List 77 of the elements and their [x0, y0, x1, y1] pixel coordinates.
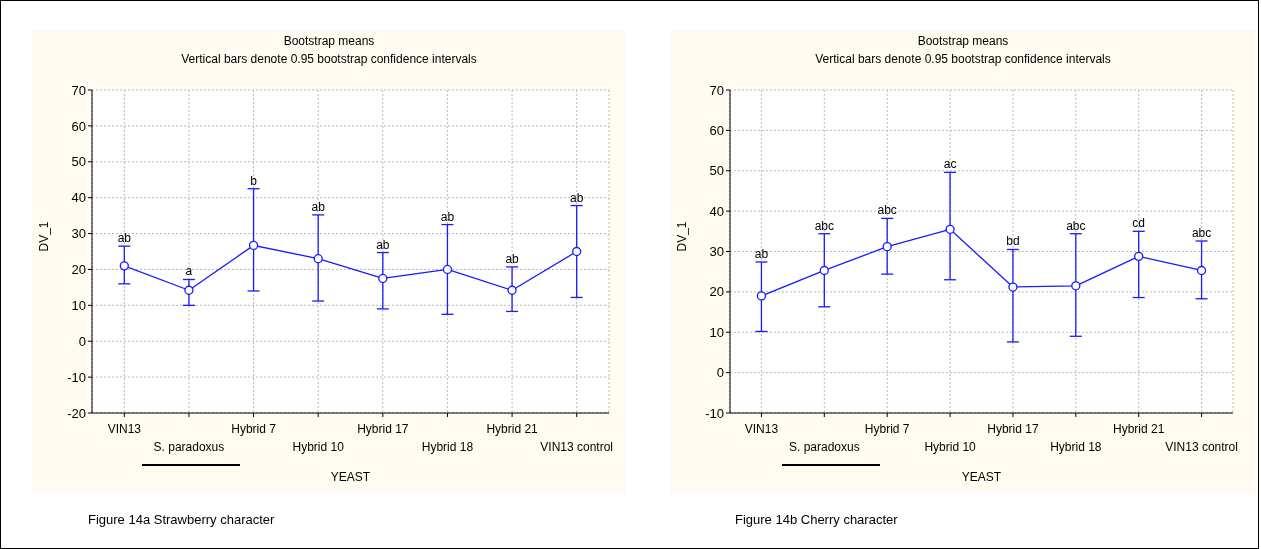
point: [1134, 251, 1144, 261]
annotation: abc: [1066, 218, 1086, 233]
point: [442, 264, 453, 275]
x-tick-label: Hybrid 7: [231, 422, 277, 436]
point: [184, 285, 194, 295]
annotation: abc: [814, 218, 834, 233]
y-tick-label: 70: [71, 82, 86, 98]
annotation: cd: [1132, 216, 1146, 231]
annotation: ab: [117, 231, 132, 246]
annotation: b: [250, 173, 258, 188]
caption: Figure 14a Strawberry character: [88, 512, 275, 527]
x-tick-label: Hybrid 18: [1050, 440, 1102, 454]
x-tick-label: VIN13: [744, 422, 779, 436]
y-axis-title: DV_1: [37, 221, 52, 252]
x-tick-label: Hybrid 7: [864, 422, 910, 436]
point: [1008, 282, 1018, 292]
annotation: ab: [440, 209, 455, 224]
y-tick-label: 0: [78, 333, 86, 349]
y-tick-label: 20: [71, 262, 86, 278]
annotation: ab: [311, 199, 326, 214]
y-tick-label: -10: [67, 369, 86, 385]
x-tick-label: Hybrid 21: [486, 422, 539, 436]
y-tick-label: 40: [71, 190, 86, 206]
annotation: ab: [376, 237, 390, 252]
y-tick-label: 60: [709, 122, 724, 138]
x-tick-label: Hybrid 17: [357, 422, 409, 436]
annotation: ab: [505, 251, 520, 266]
y-tick-label: 30: [709, 244, 724, 260]
point: [313, 254, 323, 264]
annotation: ab: [754, 247, 769, 261]
chart-subtitle: Vertical bars denote 0.95 bootstrap confidence intervals: [814, 52, 1112, 66]
point: [819, 265, 829, 276]
y-tick-label: -20: [67, 405, 86, 421]
x-tick-label: Hybrid 21: [1113, 422, 1165, 436]
annotation: a: [185, 264, 193, 279]
y-tick-label: 70: [709, 82, 724, 98]
y-tick-label: 40: [709, 203, 724, 219]
point: [882, 242, 892, 252]
x-tick-label: S. paradoxus: [788, 440, 860, 454]
x-axis-title: YEAST: [330, 470, 371, 484]
y-tick-label: 60: [71, 118, 86, 134]
x-tick-label: Hybrid 10: [924, 440, 977, 454]
x-tick-label: Hybrid 10: [292, 440, 345, 454]
y-tick-label: 10: [71, 297, 86, 313]
x-tick-label: Hybrid 18: [421, 440, 474, 454]
y-tick-label: -10: [705, 405, 724, 421]
point: [945, 224, 955, 234]
annotation: abc: [1191, 226, 1212, 240]
y-tick-label: 50: [71, 154, 86, 170]
point: [1071, 281, 1081, 291]
point: [378, 273, 388, 284]
point: [1196, 265, 1207, 276]
annotation: bd: [1006, 234, 1020, 249]
x-tick-label: VIN13: [107, 422, 142, 436]
point: [572, 246, 582, 257]
annotation: ab: [570, 190, 584, 205]
point: [248, 240, 259, 251]
x-tick-label: Hybrid 17: [987, 422, 1039, 436]
annotation: abc: [877, 203, 897, 218]
y-tick-label: 30: [71, 226, 86, 242]
y-tick-label: 0: [716, 365, 724, 381]
point: [507, 285, 517, 295]
y-tick-label: 20: [709, 284, 724, 300]
y-tick-label: 10: [709, 324, 724, 340]
x-tick-label: S. paradoxus: [153, 440, 225, 454]
x-axis-title: YEAST: [961, 470, 1002, 484]
annotation: ac: [943, 157, 957, 172]
caption: Figure 14b Cherry character: [735, 512, 898, 527]
point: [756, 291, 767, 301]
chart-title: Bootstrap means: [916, 34, 1010, 48]
chart-title: Bootstrap means: [282, 34, 376, 48]
x-tick-label: VIN13 control: [1165, 440, 1238, 454]
x-tick-label: VIN13 control: [540, 440, 614, 454]
chart-subtitle: Vertical bars denote 0.95 bootstrap confidence intervals: [180, 52, 478, 66]
y-axis-title: DV_1: [675, 221, 690, 252]
point: [119, 261, 129, 271]
y-tick-label: 50: [709, 163, 724, 179]
